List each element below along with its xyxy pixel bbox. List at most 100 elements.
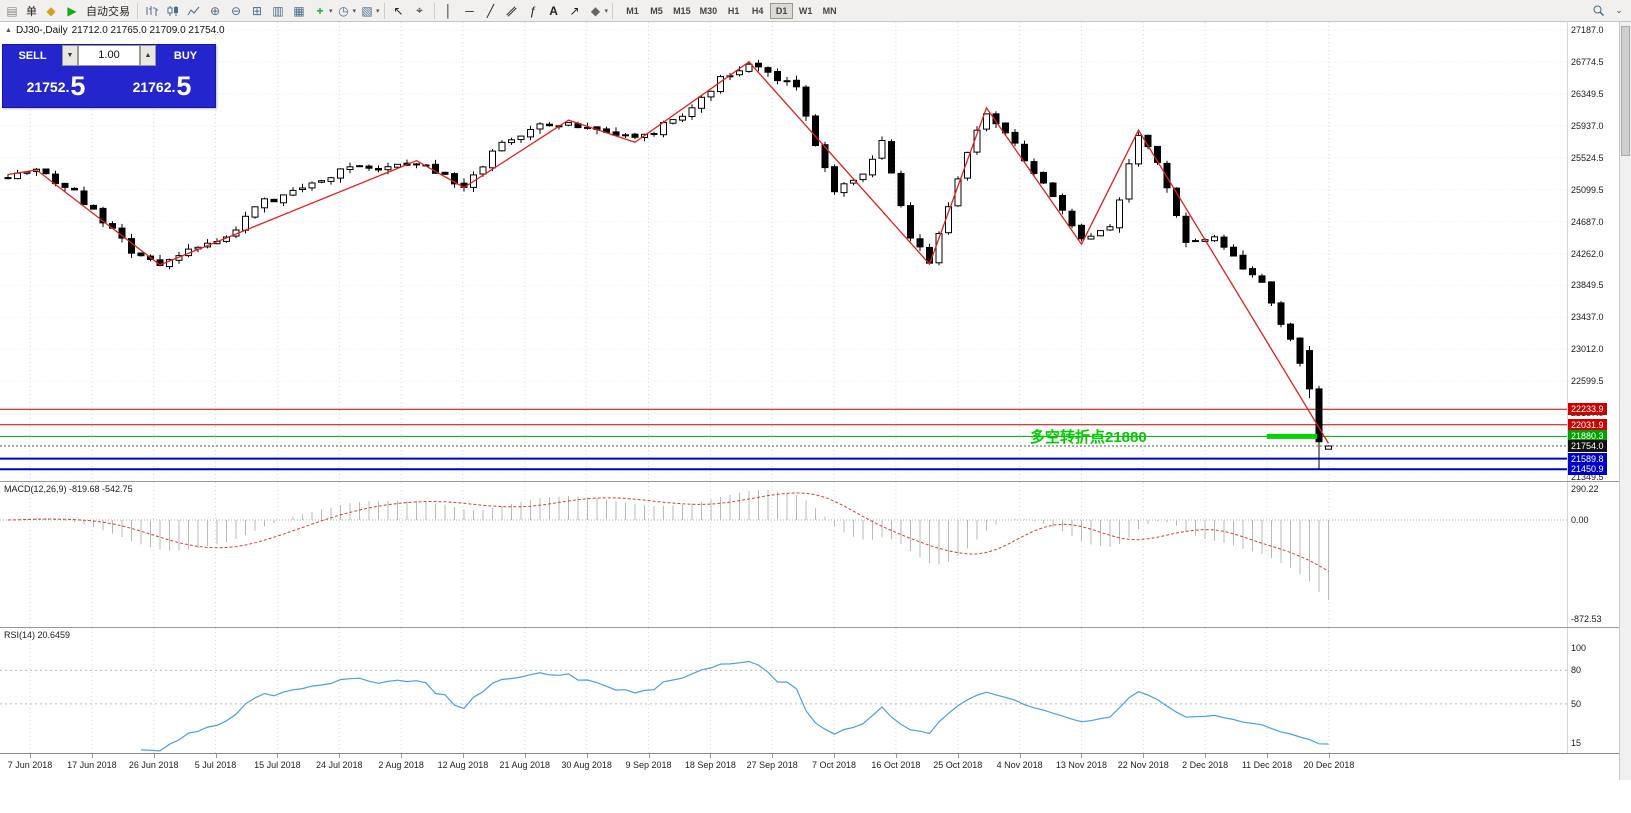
- date-label: 2 Aug 2018: [378, 760, 424, 770]
- time-axis-tick: [895, 754, 897, 758]
- separator: [383, 2, 385, 19]
- text-tool-icon[interactable]: A: [549, 3, 558, 18]
- sell-price-big-digit: 5: [70, 71, 86, 101]
- bar-chart-icon[interactable]: [142, 2, 162, 20]
- chevron-down-icon[interactable]: ⌄: [1615, 5, 1623, 15]
- order-label[interactable]: 单: [26, 5, 37, 18]
- price-axis-label: 25937.0: [1571, 120, 1604, 131]
- price-chart-panel[interactable]: ▲ DJ30-,Daily 21712.0 21765.0 21709.0 21…: [0, 22, 1631, 482]
- timeframe-M30[interactable]: M30: [699, 5, 718, 16]
- time-axis-tick: [957, 754, 959, 758]
- time-axis-tick: [30, 754, 31, 758]
- status-strip: [0, 780, 1631, 813]
- indicators-plus-icon[interactable]: +: [316, 3, 324, 18]
- date-label: 22 Nov 2018: [1117, 760, 1169, 770]
- trendline-icon[interactable]: ╱: [486, 3, 495, 18]
- diamond-icon[interactable]: ◆: [46, 3, 56, 18]
- time-axis-tick: [772, 754, 774, 758]
- amount-decrease-button[interactable]: ▼: [62, 45, 78, 66]
- date-label: 11 Dec 2018: [1241, 760, 1293, 770]
- date-label: 7 Oct 2018: [812, 760, 857, 770]
- timeframe-MN[interactable]: MN: [822, 5, 837, 16]
- macd-panel[interactable]: MACD(12,26,9) -819.68 -542.75 290.22 0.00…: [0, 481, 1631, 628]
- candlestick-chart-icon[interactable]: [163, 2, 183, 20]
- time-axis-tick: [648, 754, 650, 758]
- price-axis: 27187.0 26774.5 26349.5 25937.0 25524.5 25099…: [1567, 22, 1619, 482]
- sell-price[interactable]: 21752. 5: [3, 66, 109, 107]
- periods-caret-icon[interactable]: ▾: [352, 7, 357, 15]
- price-axis-label: 23012.0: [1571, 344, 1604, 355]
- cascade-windows-icon[interactable]: ▦: [293, 3, 305, 18]
- sell-button[interactable]: SELL: [18, 49, 47, 62]
- timeframe-M15[interactable]: M15: [673, 5, 691, 16]
- date-label: 26 Jun 2018: [128, 760, 179, 770]
- autotrade-play-icon[interactable]: ▶: [67, 3, 77, 18]
- rsi-panel[interactable]: RSI(14) 20.6459 100 80 50 15: [0, 627, 1631, 754]
- templates-icon[interactable]: ▧: [361, 3, 373, 18]
- price-line-label: 21450.9: [1568, 463, 1607, 476]
- timeframe-W1[interactable]: W1: [798, 5, 813, 16]
- date-label: 17 Jun 2018: [67, 760, 117, 770]
- date-label: 15 Jul 2018: [254, 760, 301, 770]
- time-axis-tick: [339, 754, 341, 758]
- price-line-label: 21589.8: [1568, 452, 1607, 465]
- time-axis-tick: [1143, 754, 1145, 758]
- line-chart-icon[interactable]: [184, 2, 204, 20]
- fibonacci-icon[interactable]: ƒ: [529, 3, 536, 18]
- time-axis-tick: [1267, 754, 1268, 758]
- candlestick-chart[interactable]: [0, 22, 1567, 486]
- amount-increase-button[interactable]: ▲: [140, 45, 156, 66]
- rsi-axis-label: 100: [1571, 643, 1587, 653]
- indicators-caret-icon[interactable]: ▾: [329, 7, 333, 15]
- buy-price-big-digit: 5: [176, 71, 192, 101]
- cursor-icon[interactable]: ↖: [393, 3, 404, 18]
- price-line-label: 21880.3: [1568, 430, 1607, 443]
- date-label: 7 Jun 2018: [7, 760, 53, 770]
- date-label: 16 Oct 2018: [871, 760, 921, 770]
- date-label: 13 Nov 2018: [1055, 760, 1107, 770]
- buy-price[interactable]: 21762. 5: [109, 66, 215, 107]
- macd-label: MACD(12,26,9) -819.68 -542.75: [4, 484, 133, 494]
- symbol-period-label: DJ30-,Daily: [15, 25, 68, 36]
- macd-axis-label: 0.00: [1571, 515, 1589, 525]
- templates-caret-icon[interactable]: ▾: [376, 7, 380, 15]
- one-click-trade-panel: SELL ▼ 1.00 ▲ BUY 21752. 5 21762. 5: [2, 44, 216, 108]
- zoom-in-icon[interactable]: ⊕: [209, 3, 221, 18]
- timeframe-H4[interactable]: H4: [751, 5, 764, 16]
- ohlc-values: 21712.0 21765.0 21709.0 21754.0: [71, 25, 225, 36]
- time-axis-tick: [586, 754, 588, 758]
- vertical-scrollbar[interactable]: [1619, 22, 1631, 780]
- time-axis-tick: [524, 754, 526, 758]
- crosshair-icon[interactable]: ⌖: [416, 3, 423, 17]
- amount-input[interactable]: 1.00: [78, 45, 140, 66]
- price-axis-label: 27187.0: [1571, 25, 1604, 35]
- periods-clock-icon[interactable]: ◷: [338, 3, 349, 18]
- shapes-tool-icon[interactable]: ◆: [590, 3, 601, 18]
- shapes-caret-icon[interactable]: ▾: [604, 7, 609, 15]
- timeframe-D1[interactable]: D1: [770, 2, 794, 19]
- zoom-out-icon[interactable]: ⊖: [230, 3, 242, 18]
- tile-windows-icon[interactable]: ⊞: [251, 3, 263, 18]
- toolbar: ▤ 单 ◆ ▶ 自动交易 ⊕ ⊖ ⊞ ▥ ▦ + ▾ ◷ ▾ ▧ ▾ ↖ ⌖ │ ─ …: [0, 0, 1631, 22]
- channel-icon[interactable]: ∥: [504, 3, 519, 18]
- order-icon[interactable]: ▤: [6, 3, 18, 18]
- autotrade-button[interactable]: 自动交易: [86, 5, 130, 18]
- horizontal-line-icon[interactable]: ─: [465, 3, 474, 18]
- macd-axis: 290.22 0.00 -872.53: [1567, 482, 1619, 627]
- timeframe-M5[interactable]: M5: [650, 5, 663, 16]
- date-label: 21 Aug 2018: [499, 760, 551, 770]
- timeframe-M1[interactable]: M1: [626, 5, 639, 16]
- macd-axis-label: -872.53: [1571, 614, 1602, 624]
- scrollbar-thumb[interactable]: [1621, 26, 1630, 156]
- collapse-icon[interactable]: ▲: [5, 27, 12, 34]
- buy-button[interactable]: BUY: [173, 49, 198, 62]
- price-line-label: 22233.9: [1568, 403, 1607, 416]
- arrange-windows-icon[interactable]: ▥: [272, 3, 284, 18]
- vertical-line-icon[interactable]: │: [444, 3, 453, 18]
- time-axis-tick: [277, 754, 279, 758]
- arrow-tool-icon[interactable]: ↗: [569, 3, 580, 18]
- search-icon[interactable]: [1588, 2, 1608, 20]
- price-line-label: 22031.9: [1568, 418, 1607, 431]
- timeframe-H1[interactable]: H1: [727, 5, 740, 16]
